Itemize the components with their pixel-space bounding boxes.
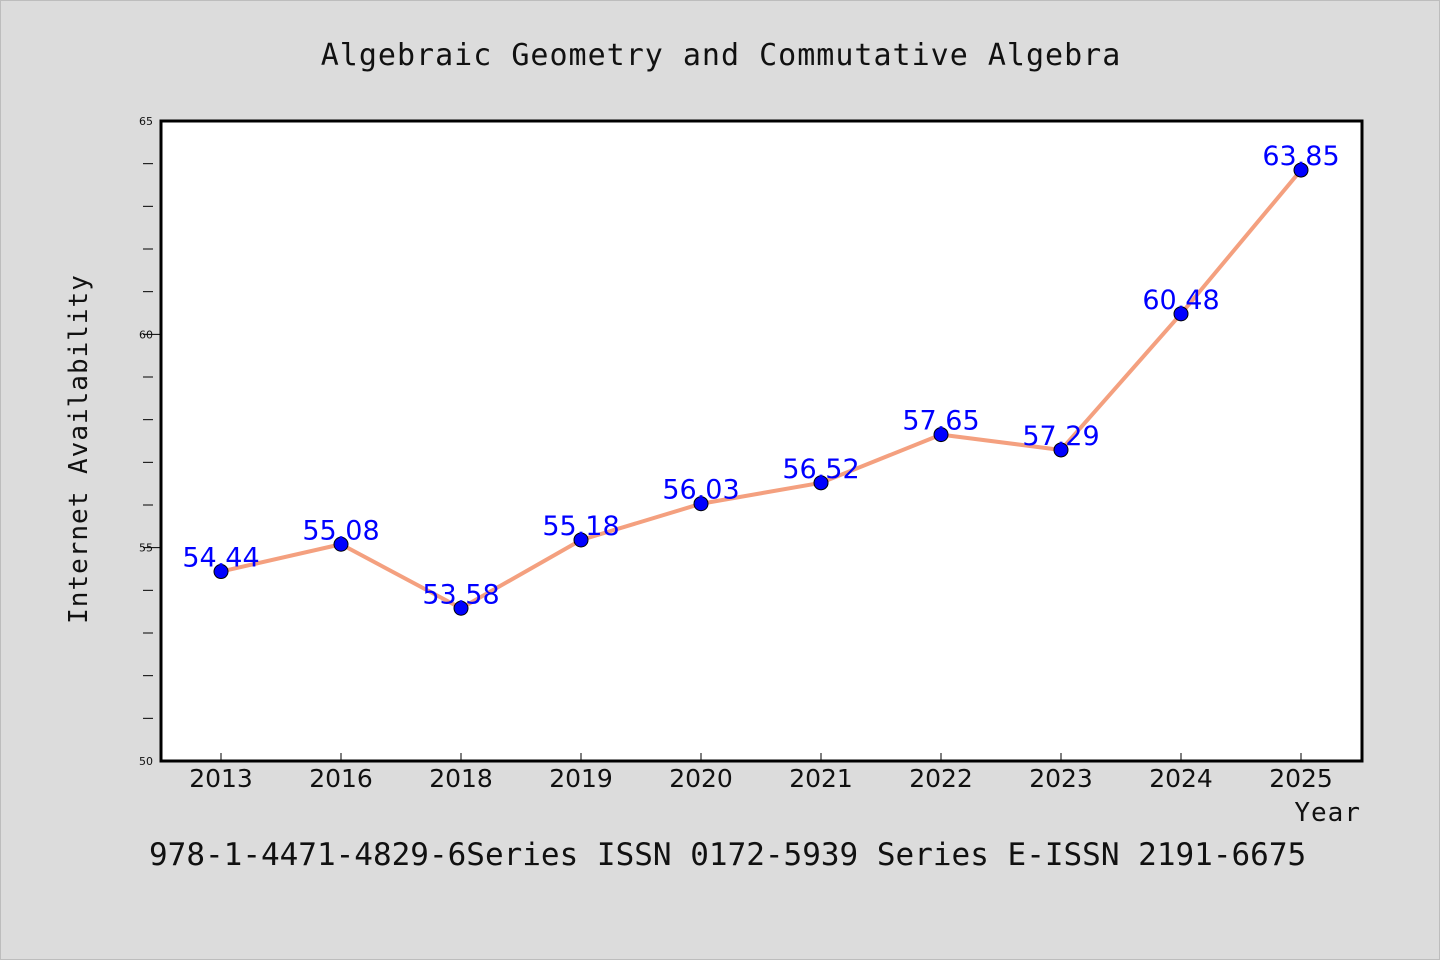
data-label: 63.85 xyxy=(1262,141,1339,172)
y-axis: 50 55 60 65 xyxy=(139,115,161,768)
data-point-marker xyxy=(813,475,829,491)
x-tick-label: 2021 xyxy=(789,764,853,793)
y-tick-label: 50 xyxy=(139,755,153,768)
x-tick-label: 2022 xyxy=(909,764,973,793)
footer-isbn-text: 978-1-4471-4829-6Series ISSN 0172-5939 S… xyxy=(149,837,1306,873)
y-tick-label: 65 xyxy=(139,115,153,128)
data-label: 54.44 xyxy=(182,543,259,574)
x-axis: 2013 2016 2018 2019 2020 2021 2022 2023 2024 2025 xyxy=(189,753,1333,793)
data-label: 53.58 xyxy=(422,579,499,610)
x-tick-label: 2023 xyxy=(1029,764,1093,793)
x-tick-label: 2019 xyxy=(549,764,613,793)
y-axis-label: Internet Availability xyxy=(64,274,94,624)
data-label: 55.08 xyxy=(302,515,379,546)
data-labels-group: 54.44 55.08 53.58 55.18 56.03 56.52 57.65 57.29… xyxy=(182,141,1339,610)
x-tick-label: 2018 xyxy=(429,764,493,793)
data-label: 55.18 xyxy=(542,511,619,542)
series-line xyxy=(219,168,1303,611)
data-point-marker xyxy=(1173,306,1189,322)
x-tick-label: 2013 xyxy=(189,764,253,793)
x-tick-label: 2024 xyxy=(1149,764,1213,793)
x-tick-label: 2020 xyxy=(669,764,733,793)
data-point-marker xyxy=(693,496,709,512)
series-line-group xyxy=(219,168,1303,611)
x-tick-label: 2025 xyxy=(1269,764,1333,793)
data-point-marker xyxy=(1053,442,1069,458)
data-label: 57.65 xyxy=(902,406,979,437)
data-point-marker xyxy=(1293,162,1309,178)
y-tick-label: 60 xyxy=(139,328,153,341)
chart-title: Algebraic Geometry and Commutative Algeb… xyxy=(321,38,1122,73)
plot-area xyxy=(159,119,1364,763)
data-label: 57.29 xyxy=(1022,421,1099,452)
data-label: 56.52 xyxy=(782,454,859,485)
data-point-marker xyxy=(453,600,469,616)
x-axis-label: Year xyxy=(1294,798,1361,828)
x-tick-label: 2016 xyxy=(309,764,373,793)
y-tick-label: 55 xyxy=(139,542,153,555)
data-point-marker xyxy=(333,536,349,552)
markers-group xyxy=(213,162,1309,616)
data-label: 56.03 xyxy=(662,475,739,506)
data-point-marker xyxy=(213,564,229,580)
data-point-marker xyxy=(573,532,589,548)
data-point-marker xyxy=(933,427,949,443)
data-label: 60.48 xyxy=(1142,285,1219,316)
